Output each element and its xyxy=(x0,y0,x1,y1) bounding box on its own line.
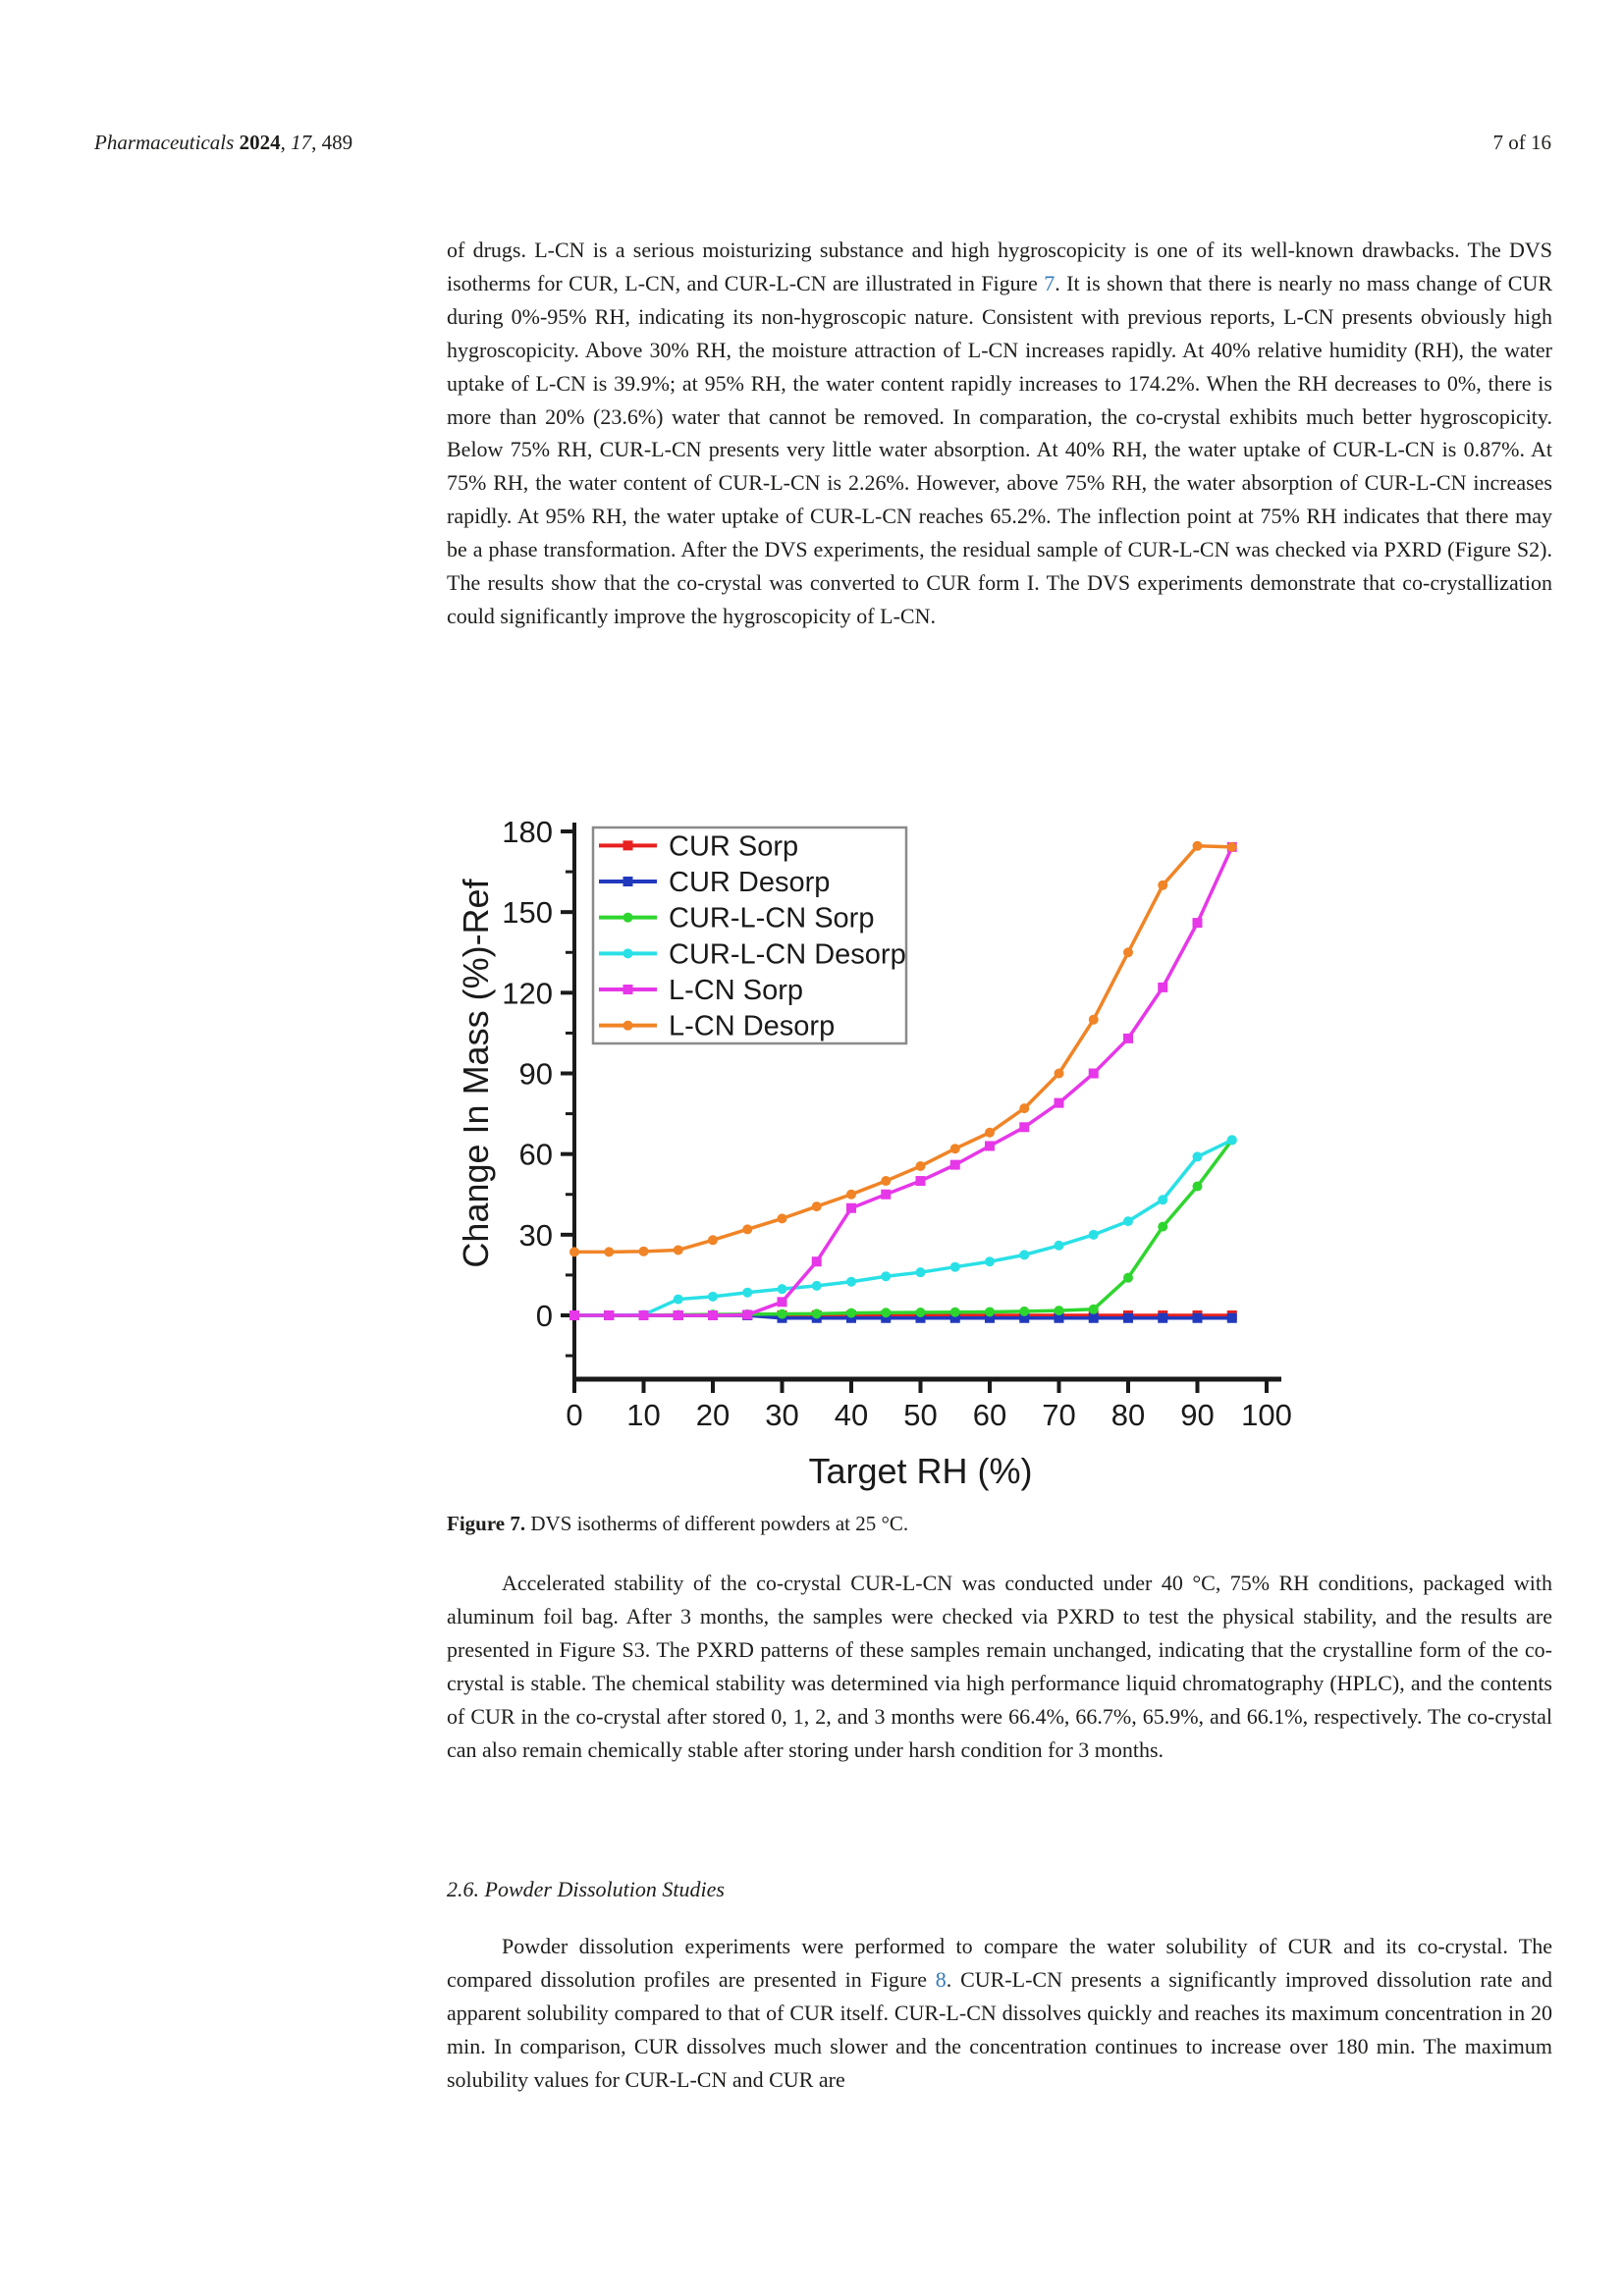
legend-label: L-CN Sorp xyxy=(669,975,803,1006)
figure-7-caption: Figure 7. DVS isotherms of different pow… xyxy=(447,1509,1552,1538)
svg-text:120: 120 xyxy=(502,976,553,1010)
svg-text:30: 30 xyxy=(519,1218,553,1253)
text-segment: 2024 xyxy=(239,131,281,154)
chart-axes: 0 10 20 30 40 50 60 70 80 90 100 0 30 60 90 120 150 180 Ta… xyxy=(456,815,1292,1491)
series-cur-l-cn-sorp xyxy=(569,1135,1237,1320)
svg-text:50: 50 xyxy=(903,1398,937,1432)
paragraph-stability: Accelerated stability of the co-crystal … xyxy=(447,1567,1552,1766)
x-axis-label: Target RH (%) xyxy=(808,1451,1032,1491)
text-segment: 17 xyxy=(291,131,312,154)
series-l-cn-desorp xyxy=(569,840,1237,1257)
text-segment: DVS isotherms of different powders at 25… xyxy=(530,1512,909,1535)
svg-text:10: 10 xyxy=(626,1398,660,1432)
paragraph-dvs-discussion: of drugs. L-CN is a serious moisturizing… xyxy=(447,234,1552,633)
svg-text:90: 90 xyxy=(519,1057,553,1092)
figure-ref-link[interactable]: 8 xyxy=(935,1966,947,1992)
svg-text:0: 0 xyxy=(566,1398,582,1432)
legend-label: CUR-L-CN Sorp xyxy=(669,903,874,934)
text-segment: Figure 7. xyxy=(447,1512,531,1535)
svg-text:60: 60 xyxy=(519,1138,553,1172)
legend-label: CUR-L-CN Desorp xyxy=(669,938,906,970)
svg-text:20: 20 xyxy=(696,1398,730,1432)
legend-label: CUR Sorp xyxy=(669,830,798,862)
chart-legend: CUR Sorp CUR Desorp CUR-L-CN Sorp CUR-L-CN … xyxy=(591,826,908,1045)
series-cur-l-cn-desorp xyxy=(569,1135,1237,1320)
svg-text:0: 0 xyxy=(536,1299,553,1333)
svg-text:70: 70 xyxy=(1042,1398,1075,1432)
series-l-cn-sorp xyxy=(569,841,1237,1320)
section-heading-2-6: 2.6. Powder Dissolution Studies xyxy=(447,1877,1552,1902)
text-segment: , xyxy=(280,131,292,154)
text-segment: . It is shown that there is nearly no ma… xyxy=(447,270,1552,628)
text-segment: Pharmaceuticals xyxy=(94,131,240,154)
y-axis-label: Change In Mass (%)-Ref xyxy=(457,878,496,1267)
dvs-isotherm-plot: 0 10 20 30 40 50 60 70 80 90 100 0 30 60 90 120 150 180 Ta… xyxy=(456,815,1292,1491)
text-segment: , 489 xyxy=(311,131,353,154)
svg-text:80: 80 xyxy=(1111,1398,1145,1432)
legend-label: L-CN Desorp xyxy=(669,1011,835,1042)
svg-text:40: 40 xyxy=(835,1398,868,1432)
svg-text:180: 180 xyxy=(502,815,553,849)
text-segment: Accelerated stability of the co-crystal … xyxy=(447,1571,1552,1762)
text-segment: Powder dissolution experiments were perf… xyxy=(447,1934,1552,1992)
figure-ref-link[interactable]: 7 xyxy=(1044,270,1056,295)
svg-text:100: 100 xyxy=(1241,1398,1292,1432)
svg-text:90: 90 xyxy=(1180,1398,1214,1432)
legend-label: CUR Desorp xyxy=(669,867,830,898)
text-segment: . CUR-L-CN presents a significantly impr… xyxy=(447,1966,1552,2092)
page-header: Pharmaceuticals 2024, 17, 489 7 of 16 xyxy=(94,131,1551,155)
svg-text:30: 30 xyxy=(765,1398,798,1432)
paragraph-dissolution: Powder dissolution experiments were perf… xyxy=(447,1930,1552,2097)
page-number: 7 of 16 xyxy=(1492,131,1552,154)
text-segment: 2.6. Powder Dissolution Studies xyxy=(447,1877,725,1901)
text-segment: of drugs. L-CN is a serious moisturizing… xyxy=(447,238,1552,295)
journal-citation: Pharmaceuticals 2024, 17, 489 xyxy=(94,131,352,155)
figure-7-chart: 0 10 20 30 40 50 60 70 80 90 100 0 30 60 90 120 150 180 Ta… xyxy=(456,815,1301,1502)
svg-text:150: 150 xyxy=(502,895,553,930)
svg-text:60: 60 xyxy=(973,1398,1006,1432)
